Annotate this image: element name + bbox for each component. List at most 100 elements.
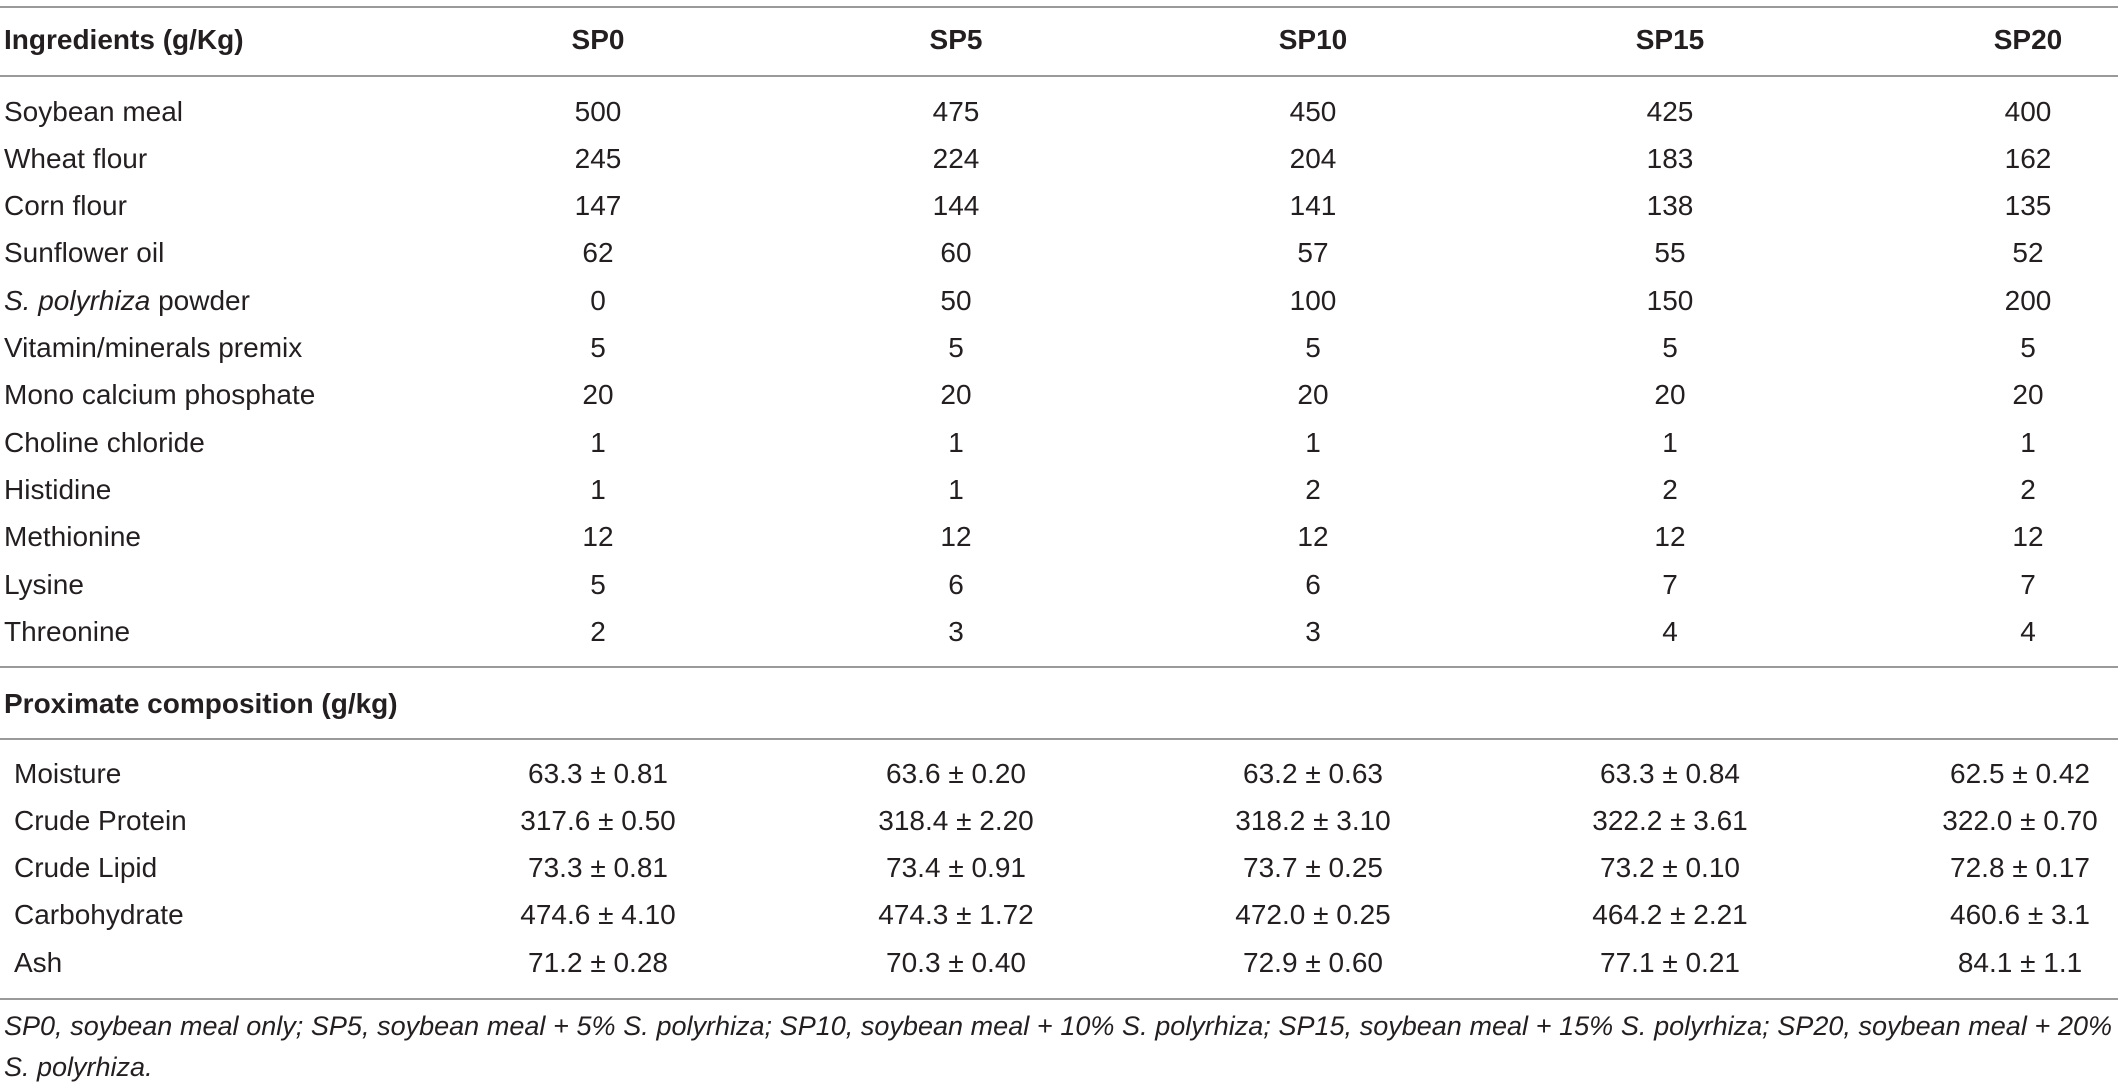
table-row: Lysine 5 6 6 7 7	[0, 561, 2118, 608]
cell-value: 57	[1297, 237, 1329, 268]
row-label: Wheat flour	[4, 143, 148, 174]
proximate-section-title: Proximate composition (g/kg)	[4, 688, 398, 719]
cell-value: 400	[2004, 96, 2052, 127]
table-bottom-rule	[0, 998, 2118, 1000]
cell-value: 72.8 ± 0.17	[1950, 852, 2090, 883]
cell-value: 63.2 ± 0.63	[1243, 758, 1383, 789]
cell-value: 5	[1305, 332, 1321, 363]
header-sp5: SP5	[929, 24, 983, 55]
cell-value: 84.1 ± 1.1	[1957, 947, 2083, 978]
cell-value: 162	[2004, 143, 2052, 174]
cell-value: 3	[948, 616, 964, 647]
cell-value: 73.2 ± 0.10	[1600, 852, 1740, 883]
cell-value: 73.7 ± 0.25	[1243, 852, 1383, 883]
cell-value: 2	[1662, 474, 1678, 505]
cell-value: 5	[2020, 332, 2036, 363]
cell-value: 73.4 ± 0.91	[886, 852, 1026, 883]
cell-value: 71.2 ± 0.28	[528, 947, 668, 978]
cell-value: 5	[590, 332, 606, 363]
table-row: Crude Lipid 73.3 ± 0.81 73.4 ± 0.91 73.7…	[0, 844, 2118, 891]
table-row: Soybean meal 500 475 450 425 400	[0, 88, 2118, 135]
cell-value: 1	[1662, 427, 1678, 458]
cell-value: 183	[1646, 143, 1694, 174]
row-label: Lysine	[4, 569, 84, 600]
cell-value: 1	[590, 427, 606, 458]
cell-value: 52	[2012, 237, 2044, 268]
row-label: Vitamin/minerals premix	[4, 332, 303, 363]
table-footnote: SP0, soybean meal only; SP5, soybean mea…	[4, 1011, 2112, 1082]
row-label: Crude Protein	[14, 805, 187, 836]
cell-value: 144	[932, 190, 980, 221]
cell-value: 5	[590, 569, 606, 600]
cell-value: 150	[1646, 285, 1694, 316]
section-rule	[0, 666, 2118, 668]
cell-value: 460.6 ± 3.1	[1950, 899, 2090, 930]
table-row: Ash 71.2 ± 0.28 70.3 ± 0.40 72.9 ± 0.60 …	[0, 939, 2118, 986]
cell-value: 6	[948, 569, 964, 600]
cell-value: 4	[1662, 616, 1678, 647]
cell-value: 318.4 ± 2.20	[878, 805, 1034, 836]
table-header-row: Ingredients (g/Kg) SP0 SP5 SP10 SP15 SP2…	[0, 16, 2118, 63]
cell-value: 7	[1662, 569, 1678, 600]
cell-value: 62.5 ± 0.42	[1950, 758, 2090, 789]
header-sp0: SP0	[571, 24, 625, 55]
row-label: Carbohydrate	[14, 899, 184, 930]
table-row: Choline chloride 1 1 1 1 1	[0, 419, 2118, 466]
cell-value: 322.2 ± 3.61	[1592, 805, 1748, 836]
cell-value: 12	[1654, 521, 1686, 552]
cell-value: 138	[1646, 190, 1694, 221]
cell-value: 2	[2020, 474, 2036, 505]
cell-value: 147	[574, 190, 622, 221]
table-row: Threonine 2 3 3 4 4	[0, 608, 2118, 655]
cell-value: 1	[2020, 427, 2036, 458]
row-label: S. polyrhiza powder	[4, 277, 250, 324]
header-sp20: SP20	[1993, 24, 2063, 55]
cell-value: 63.3 ± 0.84	[1600, 758, 1740, 789]
table-row: Mono calcium phosphate 20 20 20 20 20	[0, 371, 2118, 418]
cell-value: 20	[1654, 379, 1686, 410]
header-sp15: SP15	[1635, 24, 1705, 55]
cell-value: 474.6 ± 4.10	[520, 899, 676, 930]
table-row: Histidine 1 1 2 2 2	[0, 466, 2118, 513]
cell-value: 0	[590, 285, 606, 316]
cell-value: 20	[1297, 379, 1329, 410]
cell-value: 5	[1662, 332, 1678, 363]
row-label-species: S. polyrhiza	[4, 285, 151, 316]
cell-value: 475	[932, 96, 980, 127]
cell-value: 224	[932, 143, 980, 174]
cell-value: 3	[1305, 616, 1321, 647]
cell-value: 200	[2004, 285, 2052, 316]
cell-value: 318.2 ± 3.10	[1235, 805, 1391, 836]
cell-value: 12	[1297, 521, 1329, 552]
table-top-rule	[0, 6, 2118, 8]
row-label: Ash	[14, 947, 63, 978]
cell-value: 7	[2020, 569, 2036, 600]
cell-value: 204	[1289, 143, 1337, 174]
cell-value: 63.3 ± 0.81	[528, 758, 668, 789]
table-row: Corn flour 147 144 141 138 135	[0, 182, 2118, 229]
row-label: Soybean meal	[4, 96, 184, 127]
header-sp10: SP10	[1278, 24, 1348, 55]
cell-value: 141	[1289, 190, 1337, 221]
cell-value: 20	[2012, 379, 2044, 410]
cell-value: 464.2 ± 2.21	[1592, 899, 1748, 930]
row-label: Sunflower oil	[4, 237, 165, 268]
cell-value: 322.0 ± 0.70	[1942, 805, 2098, 836]
cell-value: 425	[1646, 96, 1694, 127]
cell-value: 245	[574, 143, 622, 174]
cell-value: 6	[1305, 569, 1321, 600]
table-row: Crude Protein 317.6 ± 0.50 318.4 ± 2.20 …	[0, 797, 2118, 844]
cell-value: 5	[948, 332, 964, 363]
table-row: Wheat flour 245 224 204 183 162	[0, 135, 2118, 182]
cell-value: 100	[1289, 285, 1337, 316]
cell-value: 135	[2004, 190, 2052, 221]
cell-value: 1	[590, 474, 606, 505]
cell-value: 472.0 ± 0.25	[1235, 899, 1391, 930]
header-bottom-rule	[0, 75, 2118, 77]
cell-value: 63.6 ± 0.20	[886, 758, 1026, 789]
cell-value: 474.3 ± 1.72	[878, 899, 1034, 930]
cell-value: 55	[1654, 237, 1686, 268]
header-ingredients: Ingredients (g/Kg)	[4, 24, 244, 55]
table-row: Moisture 63.3 ± 0.81 63.6 ± 0.20 63.2 ± …	[0, 750, 2118, 797]
cell-value: 1	[948, 427, 964, 458]
